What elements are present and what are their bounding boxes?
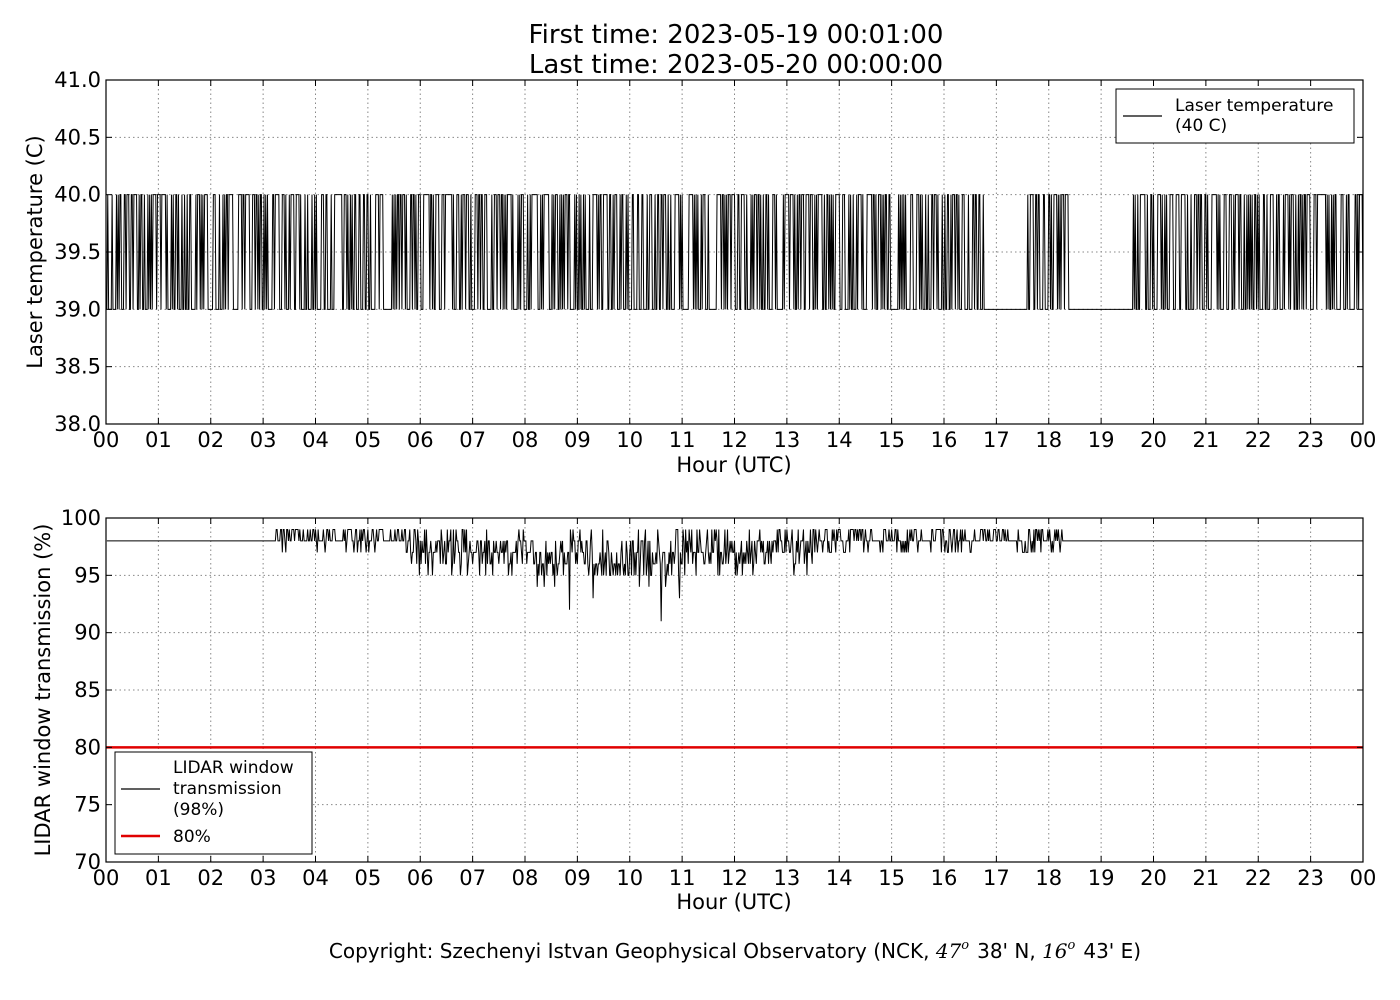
y-tick-label: 100	[61, 506, 101, 530]
x-tick-label: 12	[721, 428, 748, 452]
x-tick-label: 00	[93, 866, 120, 890]
x-tick-label: 03	[250, 866, 277, 890]
bottom-yticks: 70 75 80 85 90 95 100	[61, 506, 1363, 874]
x-tick-label: 18	[1035, 866, 1062, 890]
top-chart: 38.038.539.039.540.040.541.0 00 01 02 03 04 0…	[23, 68, 1376, 477]
x-tick-label: 22	[1245, 866, 1272, 890]
x-tick-label: 04	[302, 866, 329, 890]
copyright-prefix: Copyright: Szechenyi Istvan Geophysical …	[329, 939, 936, 963]
top-legend-label-2: (40 C)	[1175, 116, 1227, 136]
y-tick-label: 85	[74, 678, 101, 702]
x-tick-label: 07	[459, 866, 486, 890]
copyright: Copyright: Szechenyi Istvan Geophysical …	[329, 938, 1141, 963]
x-tick-label: 15	[878, 866, 905, 890]
x-tick-label: 20	[1140, 866, 1167, 890]
x-tick-label: 23	[1297, 428, 1324, 452]
x-tick-label: 05	[355, 866, 382, 890]
x-tick-label: 11	[669, 866, 696, 890]
x-tick-label: 09	[564, 866, 591, 890]
x-tick-label: 10	[616, 866, 643, 890]
x-tick-label: 08	[512, 428, 539, 452]
x-tick-label: 08	[512, 866, 539, 890]
y-tick-label: 41.0	[54, 68, 101, 92]
x-tick-label: 05	[355, 428, 382, 452]
x-tick-label: 20	[1140, 428, 1167, 452]
bottom-series	[106, 528, 1363, 749]
bottom-legend-label-3: (98%)	[173, 800, 224, 820]
x-tick-label: 00	[1350, 428, 1377, 452]
x-tick-label: 14	[826, 866, 853, 890]
top-ylabel: Laser temperature (C)	[23, 135, 47, 368]
bottom-ylabel: LIDAR window transmission (%)	[31, 524, 55, 857]
y-tick-label: 39.5	[54, 240, 101, 264]
x-tick-label: 09	[564, 428, 591, 452]
y-tick-label: 70	[74, 850, 101, 874]
x-tick-label: 19	[1088, 428, 1115, 452]
x-tick-label: 17	[983, 428, 1010, 452]
top-legend-label-1: Laser temperature	[1175, 96, 1333, 116]
x-tick-label: 10	[616, 428, 643, 452]
y-tick-label: 38.0	[54, 412, 101, 436]
laser-temperature-line	[106, 194, 1364, 310]
x-tick-label: 02	[197, 866, 224, 890]
x-tick-label: 01	[145, 428, 172, 452]
x-tick-label: 12	[721, 866, 748, 890]
x-tick-label: 16	[931, 428, 958, 452]
bottom-chart: 70 75 80 85 90 95 100 00 01 02 03 04 05 06 07 08 09 10 11…	[31, 506, 1376, 914]
top-series	[106, 194, 1364, 310]
x-tick-label: 16	[931, 866, 958, 890]
x-tick-label: 04	[302, 428, 329, 452]
y-tick-label: 39.0	[54, 297, 101, 321]
copyright-lon-rest: 43' E)	[1083, 939, 1141, 963]
y-tick-label: 38.5	[54, 355, 101, 379]
top-xticks: 00 01 02 03 04 05 06 07 08 09 10 11 12 13 14 15 16 17 18 19…	[93, 80, 1377, 452]
x-tick-label: 21	[1193, 866, 1220, 890]
title-line-2: Last time: 2023-05-20 00:00:00	[529, 50, 943, 80]
y-tick-label: 75	[74, 793, 101, 817]
y-tick-label: 95	[74, 563, 101, 587]
x-tick-label: 00	[93, 428, 120, 452]
bottom-legend-label-1: LIDAR window	[173, 758, 294, 778]
x-tick-label: 03	[250, 428, 277, 452]
x-tick-label: 22	[1245, 428, 1272, 452]
x-tick-label: 13	[774, 428, 801, 452]
x-tick-label: 19	[1088, 866, 1115, 890]
y-tick-label: 40.0	[54, 183, 101, 207]
copyright-lat-rest: 38' N,	[977, 939, 1042, 963]
x-tick-label: 17	[983, 866, 1010, 890]
x-tick-label: 01	[145, 866, 172, 890]
x-tick-label: 14	[826, 428, 853, 452]
bottom-legend-label-threshold: 80%	[173, 827, 211, 847]
x-tick-label: 02	[197, 428, 224, 452]
y-tick-label: 90	[74, 621, 101, 645]
title-line-1: First time: 2023-05-19 00:01:00	[529, 20, 944, 50]
copyright-lat-deg: 47	[935, 939, 962, 963]
bottom-legend: LIDAR window transmission (98%) 80%	[114, 751, 313, 855]
x-tick-label: 21	[1193, 428, 1220, 452]
y-tick-label: 80	[74, 735, 101, 759]
x-tick-label: 18	[1035, 428, 1062, 452]
x-tick-label: 06	[407, 866, 434, 890]
bottom-grid	[106, 518, 1363, 862]
x-tick-label: 00	[1350, 866, 1377, 890]
x-tick-label: 23	[1297, 866, 1324, 890]
y-tick-label: 40.5	[54, 125, 101, 149]
bottom-legend-label-2: transmission	[173, 779, 282, 799]
bottom-xlabel: Hour (UTC)	[676, 890, 791, 914]
top-yticks: 38.0 38.5 39.0 39.5 40.0 40.5 41.0	[54, 68, 1363, 436]
copyright-lat-deg-mark: o	[961, 938, 969, 953]
x-tick-label: 06	[407, 428, 434, 452]
top-legend: Laser temperature (40 C)	[1115, 88, 1355, 144]
copyright-lon-deg: 16	[1042, 939, 1068, 963]
x-tick-label: 13	[774, 866, 801, 890]
top-xlabel: Hour (UTC)	[676, 453, 791, 477]
transmission-line	[106, 528, 1363, 622]
x-tick-label: 07	[459, 428, 486, 452]
x-tick-label: 15	[878, 428, 905, 452]
x-tick-label: 11	[669, 428, 696, 452]
copyright-lon-deg-mark: o	[1068, 938, 1076, 953]
bottom-xticks: 00 01 02 03 04 05 06 07 08 09 10 11 12 13 14 15 16 17 18 19…	[93, 518, 1377, 890]
